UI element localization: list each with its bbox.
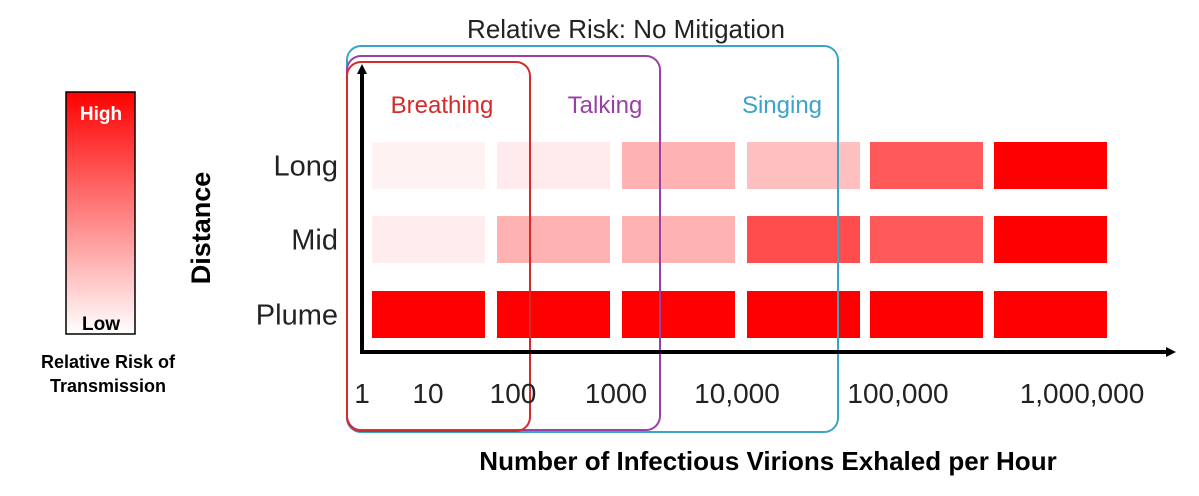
x-tick-label-5: 10,000	[694, 378, 780, 409]
x-tick-label-3: 100	[490, 378, 537, 409]
x-tick-label-1: 1	[354, 378, 370, 409]
x-tick-label-2: 10	[412, 378, 443, 409]
row-labels: Long Mid Plume	[256, 151, 338, 332]
range-label-talking: Talking	[568, 92, 643, 119]
x-tick-labels: 1 10 100 1000 10,000 100,000 1,000,000	[354, 378, 1144, 409]
heatmap-cell-plume-1	[372, 291, 485, 338]
range-label-breathing: Breathing	[391, 92, 494, 119]
heatmap-cell-plume-3	[622, 291, 735, 338]
legend-caption-line1: Relative Risk of	[41, 352, 176, 372]
heatmap-cell-plume-4	[747, 291, 860, 338]
x-axis-label: Number of Infectious Virions Exhaled per…	[479, 446, 1056, 476]
x-tick-label-6: 100,000	[847, 378, 948, 409]
heatmap-cell-plume-6	[994, 291, 1107, 338]
legend-gradient-bar	[65, 91, 136, 335]
heatmap-cell-long-4	[747, 142, 860, 189]
heatmap-cell-mid-5	[870, 216, 983, 263]
legend-low-label: Low	[82, 314, 120, 335]
x-tick-label-4: 1000	[585, 378, 647, 409]
heatmap-cell-plume-5	[870, 291, 983, 338]
row-label-mid: Mid	[291, 225, 338, 257]
heatmap-cell-long-6	[994, 142, 1107, 189]
heatmap-cell-plume-2	[497, 291, 610, 338]
heatmap-cell-mid-3	[622, 216, 735, 263]
heatmap-cell-long-5	[870, 142, 983, 189]
heatmap-cell-mid-1	[372, 216, 485, 263]
heatmap-cells	[372, 142, 1107, 338]
heatmap-cell-mid-2	[497, 216, 610, 263]
chart-title: Relative Risk: No Mitigation	[467, 14, 785, 44]
range-box-breathing	[346, 61, 531, 432]
heatmap-cell-mid-4	[747, 216, 860, 263]
legend-high-label: High	[80, 104, 122, 125]
heatmap-cell-long-3	[622, 142, 735, 189]
row-label-plume: Plume	[256, 300, 338, 332]
legend-caption-line2: Transmission	[50, 376, 166, 396]
heatmap-cell-mid-6	[994, 216, 1107, 263]
range-boxes: Breathing Talking Singing	[346, 45, 839, 433]
y-axis-label: Distance	[186, 172, 216, 285]
x-tick-label-7: 1,000,000	[1020, 378, 1145, 409]
range-label-singing: Singing	[742, 92, 822, 119]
row-label-long: Long	[273, 151, 338, 183]
heatmap-cell-long-1	[372, 142, 485, 189]
heatmap-cell-long-2	[497, 142, 610, 189]
